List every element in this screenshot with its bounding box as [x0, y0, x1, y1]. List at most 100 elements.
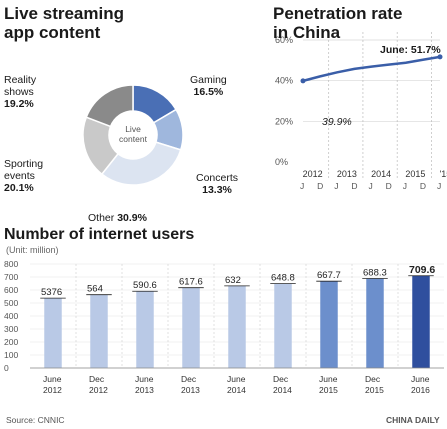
bar-ytick-label: 500 [4, 298, 18, 308]
bar-0 [44, 298, 62, 368]
line-year-label: 2012 [303, 169, 323, 179]
line-title-line2: in China [273, 23, 341, 42]
pie-title-line2: app content [4, 23, 101, 42]
line-ytick-label: 60% [275, 35, 293, 45]
line-annot-start: 39.9% [322, 116, 352, 128]
line-month-label: D [420, 181, 426, 191]
bar-month-label: June [411, 374, 430, 384]
bar-value-label: 667.7 [317, 270, 341, 281]
footer-brand: CHINA DAILY [386, 415, 440, 425]
line-annot-end: June: 51.7% [380, 44, 441, 56]
bar-value-label: 617.6 [179, 277, 203, 288]
bar-ytick-label: 0 [4, 363, 9, 373]
bar-6 [320, 281, 338, 368]
bar-month-label: Dec [365, 374, 381, 384]
bar-value-label: 648.8 [271, 273, 295, 284]
bar-year-label: 2012 [89, 385, 108, 395]
pie-name-reality: Reality shows [4, 74, 37, 98]
bar-8 [412, 275, 430, 368]
bar-value-label: 688.3 [363, 268, 387, 279]
line-year-label: '15 [440, 169, 447, 179]
bar-year-label: 2014 [273, 385, 292, 395]
bar-year-label: 2012 [43, 385, 62, 395]
pie-center-hole [110, 112, 156, 158]
line-month-label: J [437, 181, 441, 191]
bar-value-label: 590.6 [133, 280, 157, 291]
bar-value-label: 5376 [41, 287, 62, 298]
pie-slice-other [100, 141, 182, 186]
line-month-label: D [386, 181, 392, 191]
bar-year-label: 2015 [365, 385, 384, 395]
line-year-label: 2014 [371, 169, 391, 179]
bar-ytick-label: 600 [4, 285, 18, 295]
pie-label-reality: Reality shows 19.2% [4, 74, 56, 110]
bar-ytick-label: 700 [4, 272, 18, 282]
line-month-label: J [369, 181, 373, 191]
line-ytick-label: 40% [275, 76, 293, 86]
bar-ytick-label: 800 [4, 259, 18, 269]
bar-1 [90, 294, 108, 368]
bar-month-label: Dec [89, 374, 105, 384]
pie-name-sporting: Sporting events [4, 158, 44, 182]
pie-value-reality: 19.2% [4, 98, 34, 110]
bar-7 [366, 278, 384, 368]
bar-4 [228, 285, 246, 368]
pie-name-gaming: Gaming [190, 74, 227, 86]
pie-name-other: Other [88, 212, 115, 224]
bar-ytick-label: 200 [4, 337, 18, 347]
pie-slice-reality-shows [85, 84, 134, 128]
bar-value-label: 564 [87, 284, 103, 295]
line-month-label: J [403, 181, 407, 191]
pie-label-gaming: Gaming 16.5% [190, 74, 227, 98]
pie-label-other: Other 30.9% [88, 212, 147, 224]
pie-label-concerts: Concerts 13.3% [196, 172, 238, 196]
line-point-end [437, 54, 443, 60]
bar-month-label: Dec [273, 374, 289, 384]
pie-center-line2: content [119, 134, 147, 144]
bar-5 [274, 283, 292, 368]
bar-year-label: 2013 [181, 385, 200, 395]
bar-year-label: 2016 [411, 385, 430, 395]
bar-ytick-label: 100 [4, 350, 18, 360]
pie-name-concerts: Concerts [196, 172, 239, 184]
pie-value-other: 30.9% [117, 212, 147, 224]
line-month-label: D [317, 181, 323, 191]
bar-ytick-label: 400 [4, 311, 18, 321]
line-year-label: 2015 [405, 169, 425, 179]
line-month-label: D [351, 181, 357, 191]
bar-year-label: 2014 [227, 385, 246, 395]
bar-unit: (Unit: million) [6, 245, 59, 255]
line-ytick-label: 0% [275, 157, 288, 167]
bar-ytick-label: 300 [4, 324, 18, 334]
bar-month-label: June [43, 374, 62, 384]
bar-value-label: 709.6 [409, 264, 435, 276]
footer-source: Source: CNNIC [6, 415, 65, 425]
bar-year-label: 2015 [319, 385, 338, 395]
pie-value-gaming: 16.5% [193, 86, 224, 98]
pie-center-line1: Live [125, 124, 141, 134]
bar-month-label: June [319, 374, 338, 384]
bar-title: Number of internet users [4, 226, 195, 243]
pie-value-concerts: 13.3% [202, 184, 232, 196]
bar-month-label: June [135, 374, 154, 384]
bar-month-label: Dec [181, 374, 197, 384]
bar-3 [182, 287, 200, 368]
line-month-label: J [334, 181, 338, 191]
line-ytick-label: 20% [275, 116, 293, 126]
pie-center-label: Live content [107, 124, 159, 144]
line-title-line1: Penetration rate [273, 4, 403, 23]
line-series [302, 55, 441, 83]
line-year-label: 2013 [337, 169, 357, 179]
pie-value-sporting: 20.1% [4, 182, 34, 194]
line-point-start [300, 78, 306, 84]
bar-2 [136, 291, 154, 368]
bar-value-label: 632 [225, 275, 241, 286]
bar-year-label: 2013 [135, 385, 154, 395]
pie-title: Live streaming app content [4, 4, 124, 42]
pie-title-line1: Live streaming [4, 4, 124, 23]
line-title: Penetration rate in China [273, 4, 402, 42]
line-month-label: J [300, 181, 304, 191]
bar-month-label: June [227, 374, 246, 384]
pie-label-sporting: Sporting events 20.1% [4, 158, 54, 194]
